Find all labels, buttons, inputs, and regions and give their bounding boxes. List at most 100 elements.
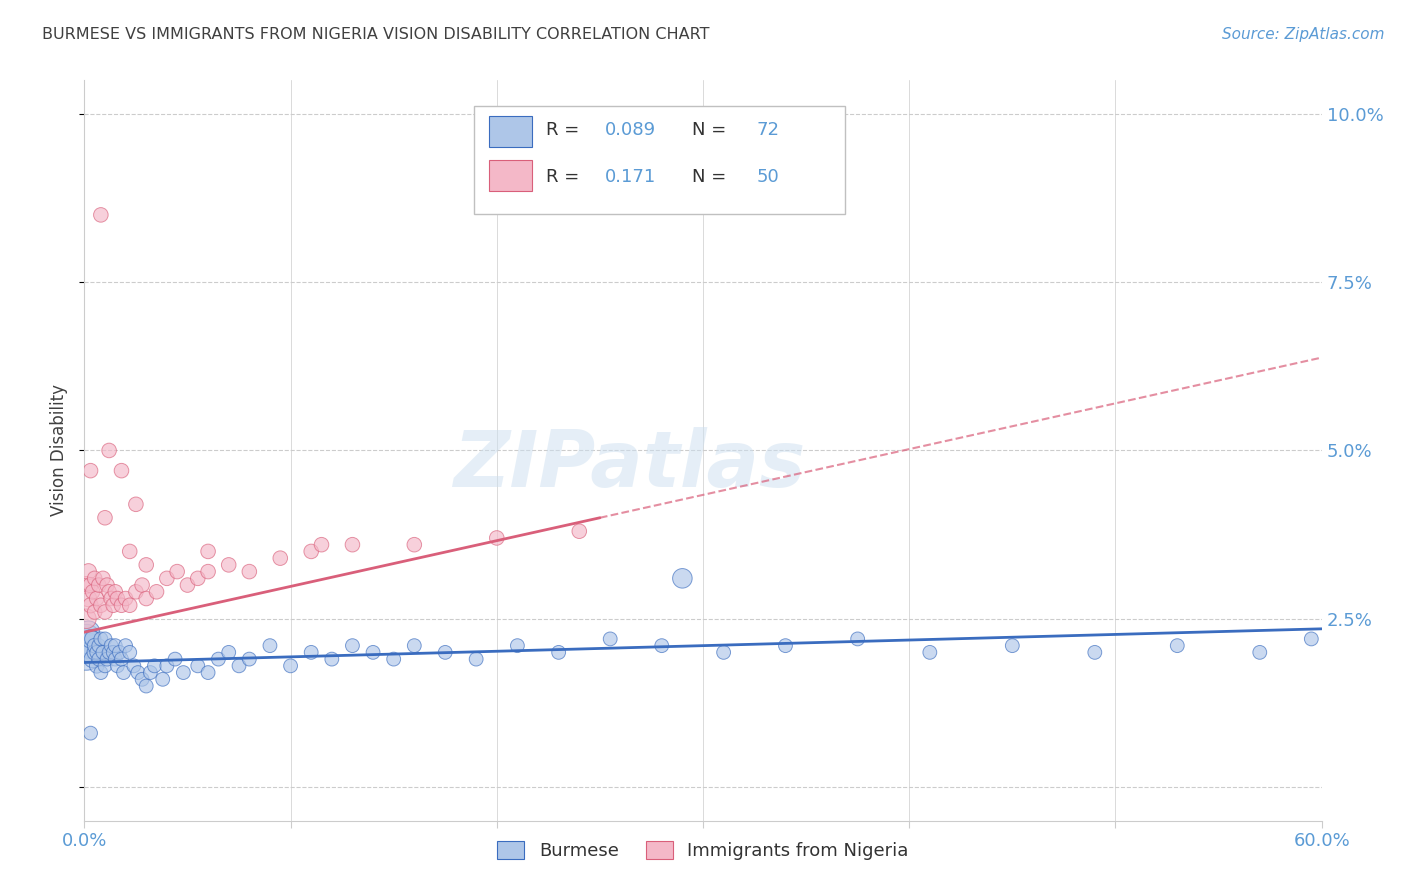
Point	[127, 665, 149, 680]
Point	[112, 665, 135, 680]
Point	[100, 639, 122, 653]
Point	[152, 673, 174, 687]
Point	[94, 605, 117, 619]
Point	[114, 639, 136, 653]
Point	[83, 639, 105, 653]
Point	[299, 544, 322, 558]
Point	[82, 584, 104, 599]
Point	[846, 632, 869, 646]
Point	[176, 578, 198, 592]
Point	[90, 632, 112, 646]
Point	[207, 652, 229, 666]
Point	[342, 538, 364, 552]
Point	[671, 571, 693, 585]
Point	[114, 591, 136, 606]
Point	[110, 464, 132, 478]
Point	[311, 538, 333, 552]
Text: ZIPatlas: ZIPatlas	[453, 427, 804, 503]
Point	[91, 645, 114, 659]
Point	[404, 538, 426, 552]
Point	[100, 591, 122, 606]
Point	[77, 625, 100, 640]
Point	[77, 565, 100, 579]
Point	[259, 639, 281, 653]
Point	[165, 652, 187, 666]
Point	[299, 645, 322, 659]
Point	[156, 658, 179, 673]
Point	[131, 673, 153, 687]
Point	[98, 443, 121, 458]
Point	[105, 658, 128, 673]
Text: 50: 50	[756, 168, 779, 186]
Point	[87, 578, 110, 592]
Point	[118, 599, 141, 613]
Point	[98, 645, 121, 659]
Point	[218, 558, 240, 572]
Point	[90, 599, 112, 613]
Text: R =: R =	[546, 168, 591, 186]
Point	[103, 599, 125, 613]
Text: R =: R =	[546, 121, 585, 139]
Text: N =: N =	[692, 168, 733, 186]
Point	[79, 632, 101, 646]
Point	[1249, 645, 1271, 659]
Point	[75, 612, 97, 626]
Text: 72: 72	[756, 121, 779, 139]
Point	[143, 658, 166, 673]
Point	[83, 645, 105, 659]
Point	[122, 658, 145, 673]
Point	[87, 652, 110, 666]
Text: 0.171: 0.171	[605, 168, 657, 186]
Point	[86, 591, 108, 606]
Point	[599, 632, 621, 646]
Point	[104, 639, 127, 653]
Point	[145, 584, 167, 599]
Point	[321, 652, 343, 666]
Point	[90, 208, 112, 222]
Point	[125, 584, 148, 599]
Point	[139, 665, 162, 680]
Point	[187, 571, 209, 585]
Point	[87, 639, 110, 653]
Point	[156, 571, 179, 585]
FancyBboxPatch shape	[489, 161, 533, 191]
Point	[98, 584, 121, 599]
Point	[172, 665, 194, 680]
Point	[79, 464, 101, 478]
Point	[361, 645, 384, 659]
Point	[77, 591, 100, 606]
Point	[135, 558, 157, 572]
Point	[118, 645, 141, 659]
Y-axis label: Vision Disability: Vision Disability	[51, 384, 69, 516]
Text: Source: ZipAtlas.com: Source: ZipAtlas.com	[1222, 27, 1385, 42]
Point	[82, 652, 104, 666]
Point	[79, 599, 101, 613]
Text: 0.089: 0.089	[605, 121, 657, 139]
Point	[82, 632, 104, 646]
Point	[110, 652, 132, 666]
Point	[485, 531, 508, 545]
Point	[1001, 639, 1024, 653]
Point	[197, 565, 219, 579]
Point	[118, 544, 141, 558]
Point	[79, 645, 101, 659]
Point	[404, 639, 426, 653]
Text: N =: N =	[692, 121, 733, 139]
Point	[197, 665, 219, 680]
Point	[218, 645, 240, 659]
Point	[465, 652, 488, 666]
Point	[105, 591, 128, 606]
Point	[131, 578, 153, 592]
Point	[75, 578, 97, 592]
Point	[90, 665, 112, 680]
FancyBboxPatch shape	[474, 106, 845, 213]
Point	[83, 605, 105, 619]
Point	[568, 524, 591, 539]
Point	[197, 544, 219, 558]
Text: BURMESE VS IMMIGRANTS FROM NIGERIA VISION DISABILITY CORRELATION CHART: BURMESE VS IMMIGRANTS FROM NIGERIA VISIO…	[42, 27, 710, 42]
Point	[918, 645, 941, 659]
Point	[547, 645, 569, 659]
Point	[651, 639, 673, 653]
Point	[110, 599, 132, 613]
Point	[1301, 632, 1323, 646]
